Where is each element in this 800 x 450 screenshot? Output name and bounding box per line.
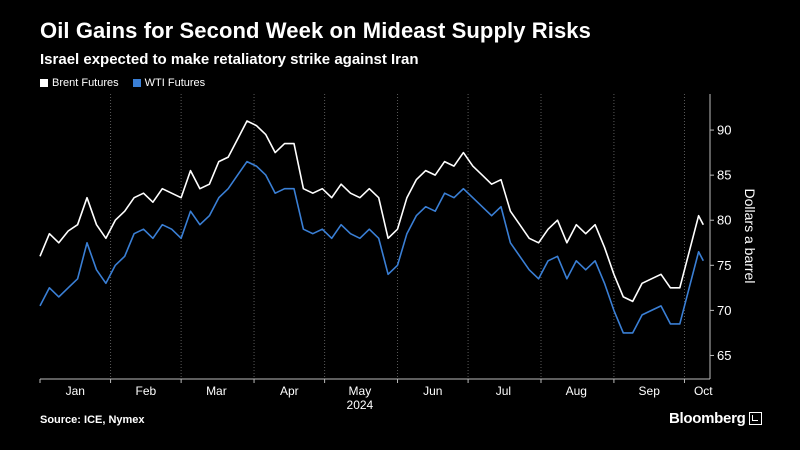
- legend-swatch-wti: [132, 79, 141, 87]
- x-tick-label: Jul: [496, 384, 511, 398]
- series-line-wti: [39, 160, 705, 334]
- x-tick-label: Mar: [206, 384, 227, 398]
- y-tick-label: 75: [717, 258, 731, 273]
- x-tick-label: Jan: [66, 384, 85, 398]
- x-tick-label: Jun: [423, 384, 442, 398]
- bloomberg-logo: Bloomberg: [669, 410, 763, 427]
- chart-icon: [749, 412, 763, 425]
- x-axis-year-label: 2024: [347, 398, 374, 412]
- y-tick-label: 70: [717, 303, 731, 318]
- y-tick-label: 65: [717, 348, 731, 363]
- y-tick-label: 90: [717, 123, 731, 138]
- chart-title: Oil Gains for Second Week on Mideast Sup…: [40, 18, 591, 43]
- legend-swatch-brent: [40, 79, 48, 87]
- x-tick-label: Sep: [639, 384, 661, 398]
- legend-item-brent: Brent Futures: [40, 77, 119, 89]
- x-tick-label: Aug: [566, 384, 587, 398]
- x-tick-label: Oct: [694, 384, 713, 398]
- legend-item-wti: WTI Futures: [132, 77, 206, 89]
- y-axis-title: Dollars a barrel: [742, 189, 758, 284]
- legend: Brent Futures WTI Futures: [40, 77, 205, 89]
- x-tick-label: Feb: [136, 384, 157, 398]
- chart-subtitle: Israel expected to make retaliatory stri…: [40, 51, 419, 68]
- legend-label-wti: WTI Futures: [144, 77, 206, 89]
- legend-label-brent: Brent Futures: [52, 77, 119, 89]
- source-note: Source: ICE, Nymex: [40, 414, 145, 426]
- brand-name: Bloomberg: [669, 410, 746, 427]
- y-tick-label: 80: [717, 213, 731, 228]
- series-line-brent: [39, 120, 705, 303]
- x-tick-label: May: [349, 384, 372, 398]
- x-tick-label: Apr: [280, 384, 299, 398]
- y-tick-label: 85: [717, 168, 731, 183]
